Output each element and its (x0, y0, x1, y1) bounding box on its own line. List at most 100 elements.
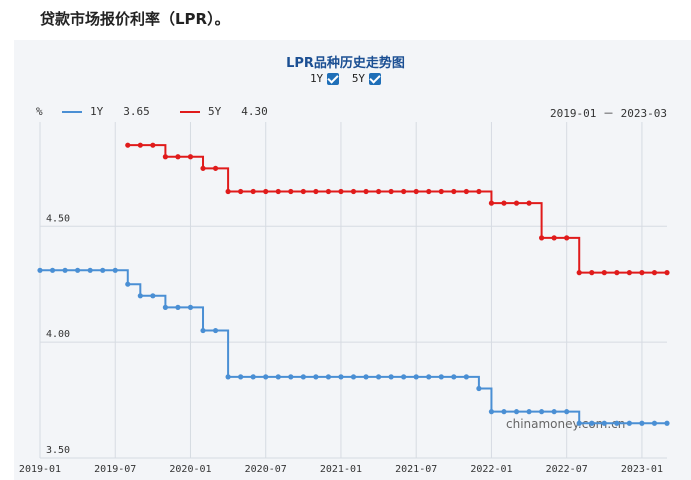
data-point-1y (187, 304, 194, 310)
x-tick-label: 2023-01 (621, 464, 663, 475)
data-point-1y (313, 374, 319, 380)
series-line-5y (127, 144, 667, 274)
data-point-1y (350, 374, 357, 380)
data-point-1y (125, 281, 131, 287)
watermark-text: chinamoney.com.cn (506, 417, 625, 431)
y-tick-label: 4.50 (46, 213, 70, 224)
data-point-1y (426, 374, 432, 380)
x-tick-label: 2022-07 (546, 464, 588, 475)
data-point-1y (501, 409, 507, 415)
data-point-5y (438, 188, 444, 195)
data-point-1y (601, 420, 607, 426)
data-point-1y (37, 267, 43, 273)
data-point-5y (551, 235, 557, 241)
data-point-1y (651, 420, 658, 426)
data-point-1y (238, 374, 244, 380)
page-headline: 贷款市场报价利率（LPR）。 (40, 10, 230, 28)
x-tick-label: 2019-07 (94, 464, 136, 475)
data-point-5y (614, 270, 620, 276)
data-point-1y (363, 374, 369, 380)
data-point-1y (162, 304, 168, 310)
data-point-1y (137, 293, 143, 299)
x-tick-label: 2021-01 (320, 464, 362, 475)
legend-value-5y: 4.30 (241, 105, 268, 118)
data-point-5y (275, 188, 281, 195)
data-point-5y (501, 200, 507, 206)
data-point-1y (325, 374, 332, 380)
data-point-5y (325, 188, 332, 195)
legend-name-1y: 1Y (90, 105, 104, 118)
data-point-5y (200, 165, 206, 171)
data-point-5y (187, 154, 194, 160)
data-point-5y (564, 235, 570, 241)
data-point-1y (664, 420, 670, 426)
data-point-1y (150, 293, 156, 299)
data-point-5y (150, 142, 156, 148)
x-tick-label: 2019-01 (19, 464, 61, 475)
data-point-1y (551, 409, 557, 415)
data-point-1y (175, 304, 181, 310)
data-point-5y (589, 270, 595, 276)
data-point-1y (49, 267, 56, 273)
data-point-1y (212, 327, 219, 334)
data-point-5y (526, 200, 532, 206)
data-point-5y (626, 270, 632, 276)
chart-panel (14, 40, 691, 480)
legend-item-5y: 5Y 4.30 (180, 105, 268, 118)
data-point-5y (451, 188, 457, 195)
x-tick-label: 2020-07 (245, 464, 287, 475)
data-point-1y (375, 374, 382, 380)
data-point-5y (639, 270, 645, 276)
checkbox-5y-checked-icon[interactable] (369, 72, 382, 85)
data-point-5y (576, 270, 582, 276)
data-point-1y (112, 267, 118, 273)
data-point-5y (338, 188, 344, 195)
legend-swatch-5y (180, 110, 200, 113)
data-point-5y (601, 270, 607, 276)
data-point-1y (639, 420, 645, 426)
data-point-1y (438, 374, 444, 380)
date-range: 2019-01 － 2023-03 (550, 107, 667, 120)
data-point-1y (488, 409, 495, 415)
data-point-5y (651, 270, 658, 276)
toggle-1y[interactable]: 1Y (309, 72, 340, 85)
data-point-1y (225, 374, 231, 380)
chart-title: LPR品种历史走势图 (286, 56, 405, 71)
data-point-5y (375, 188, 382, 195)
data-point-1y (539, 409, 545, 415)
data-point-1y (463, 374, 469, 380)
data-point-1y (564, 409, 570, 415)
data-point-5y (300, 188, 306, 195)
data-point-1y (451, 374, 457, 380)
checkbox-1y-checked-icon[interactable] (327, 72, 340, 85)
data-point-1y (513, 409, 520, 415)
legend-item-1y: 1Y 3.65 (62, 105, 150, 118)
toggle-5y-label: 5Y (351, 72, 366, 85)
data-point-5y (488, 200, 495, 206)
data-point-5y (288, 188, 294, 195)
toggle-1y-label: 1Y (309, 72, 324, 85)
data-point-1y (626, 420, 632, 426)
data-point-5y (225, 188, 231, 195)
x-tick-label: 2021-07 (395, 464, 437, 475)
data-point-5y (413, 188, 419, 195)
data-point-1y (526, 409, 532, 415)
data-point-1y (275, 374, 281, 380)
data-point-5y (513, 200, 520, 206)
data-point-5y (137, 142, 143, 148)
data-point-1y (300, 374, 306, 380)
data-point-5y (426, 188, 432, 195)
toggle-5y[interactable]: 5Y (351, 72, 382, 85)
y-tick-label: 3.50 (46, 445, 70, 456)
y-unit-label: % (36, 105, 43, 118)
data-point-5y (238, 188, 244, 195)
data-point-1y (75, 267, 81, 273)
data-point-1y (288, 374, 294, 380)
data-point-1y (476, 385, 482, 392)
data-point-1y (589, 420, 595, 426)
data-point-1y (576, 420, 582, 426)
legend-swatch-1y (62, 110, 82, 113)
data-point-5y (313, 188, 319, 195)
data-point-1y (413, 374, 419, 380)
